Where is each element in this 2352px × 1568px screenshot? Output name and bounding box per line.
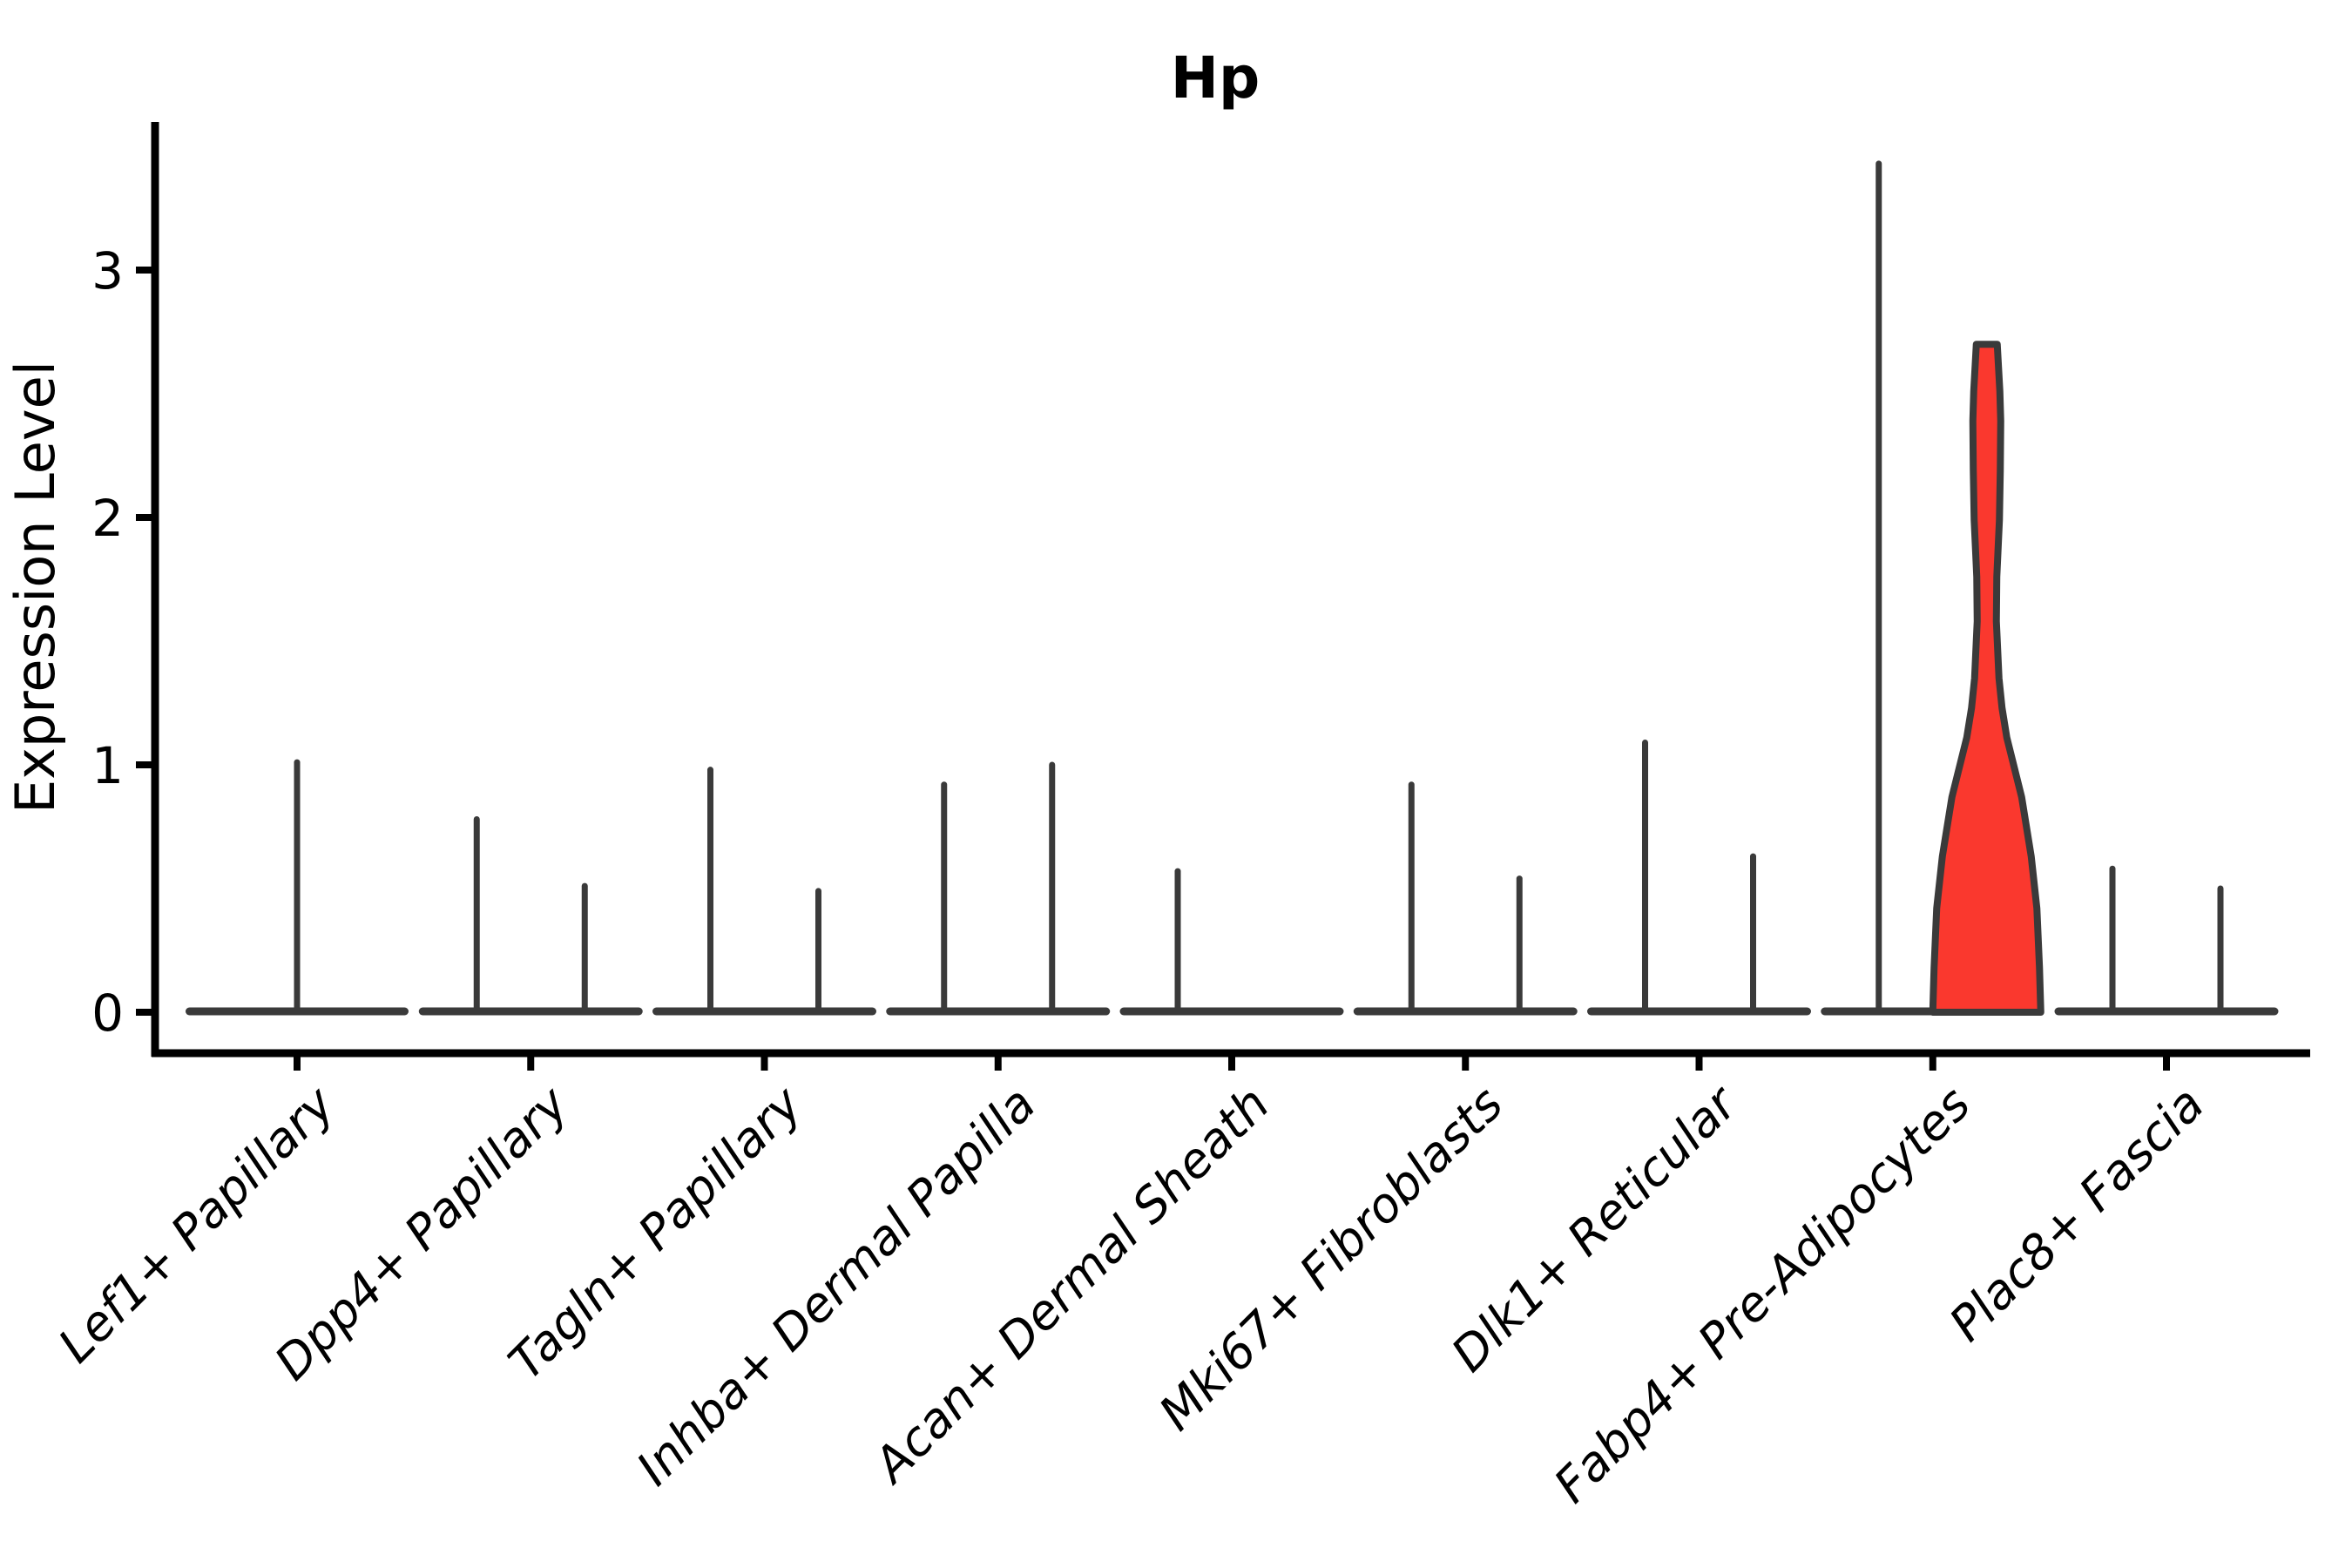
violin <box>2054 865 2171 1016</box>
violin <box>2162 885 2279 1016</box>
violin <box>886 781 1003 1016</box>
violin <box>186 759 409 1016</box>
y-axis-label: Expression Level <box>3 361 67 814</box>
x-tick-label: Inhba+ Dermal Papilla <box>625 1076 1045 1496</box>
y-tick-label: 2 <box>91 489 124 548</box>
y-tick-label: 3 <box>91 241 124 301</box>
violin <box>1587 739 1703 1016</box>
violin <box>1695 853 1811 1016</box>
violin <box>526 882 643 1016</box>
chart-title: Hp <box>1171 44 1260 112</box>
violin <box>994 761 1111 1016</box>
violin <box>1119 868 1236 1016</box>
filled-violin-shape <box>1929 341 2044 1016</box>
violin <box>652 767 768 1016</box>
y-tick-label: 0 <box>91 983 124 1043</box>
violin <box>1461 875 1578 1016</box>
y-tick-label: 1 <box>91 736 124 795</box>
violins-layer <box>186 160 2279 1016</box>
x-tick-label: Acan+ Dermal Sheath <box>862 1076 1281 1495</box>
x-tick-label: Fabp4+ Pre-Adipocytes <box>1544 1076 1981 1513</box>
y-axis-ticks: 0 1 2 3 <box>91 241 155 1043</box>
violin <box>1929 341 2044 1016</box>
violin <box>1821 160 1937 1016</box>
x-tick-label: Plac8+ Fascia <box>1938 1076 2214 1352</box>
violin <box>1353 781 1470 1016</box>
violin <box>418 815 535 1016</box>
violin <box>760 888 876 1016</box>
